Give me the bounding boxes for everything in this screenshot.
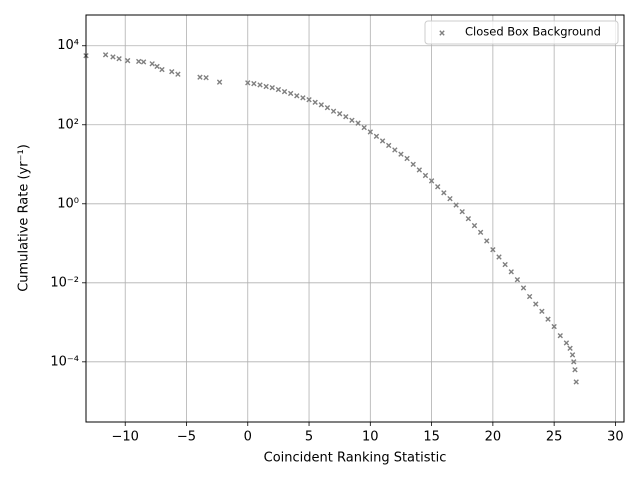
point — [169, 69, 175, 75]
point — [557, 332, 563, 339]
legend: Closed Box Background — [424, 20, 619, 45]
x-axis-label: Coincident Ranking Statistic — [264, 451, 447, 466]
point — [484, 238, 490, 244]
point — [435, 184, 441, 190]
y-tick-label: 10⁻⁴ — [50, 354, 79, 369]
point — [416, 167, 423, 173]
point — [520, 285, 527, 291]
point — [197, 74, 203, 80]
point — [136, 58, 142, 65]
point — [453, 202, 459, 208]
point — [306, 97, 312, 103]
y-tick-label: 10⁰ — [57, 196, 79, 211]
point — [465, 215, 472, 222]
point — [251, 80, 257, 87]
point — [373, 133, 380, 140]
point — [312, 99, 318, 106]
point — [471, 222, 478, 229]
point — [563, 340, 570, 346]
point — [551, 323, 557, 330]
point — [508, 269, 514, 275]
point — [175, 71, 181, 77]
point — [294, 93, 300, 99]
x-tick-label: 20 — [485, 430, 502, 445]
point — [398, 151, 404, 157]
point — [459, 209, 465, 215]
point — [533, 301, 539, 307]
x-tick-label: 5 — [305, 430, 313, 445]
plot-frame — [85, 14, 625, 423]
point — [514, 276, 521, 283]
point — [477, 229, 484, 235]
point — [110, 54, 116, 60]
point — [569, 352, 576, 358]
legend-label: Closed Box Background — [465, 25, 601, 39]
x-tick-label: −10 — [111, 430, 138, 445]
x-tick-label: 0 — [244, 430, 252, 445]
point — [336, 111, 343, 117]
point — [154, 63, 160, 70]
y-tick-label: 10⁻² — [50, 275, 79, 290]
y-tick-label: 10⁴ — [57, 38, 79, 53]
point — [367, 129, 374, 135]
x-tick-label: 10 — [362, 430, 379, 445]
x-tick-label: −5 — [177, 430, 196, 445]
point — [392, 147, 398, 153]
point — [318, 102, 324, 108]
point — [300, 95, 306, 101]
point — [216, 79, 223, 85]
point — [330, 108, 337, 114]
point — [149, 61, 155, 67]
legend-marker — [439, 30, 445, 36]
point — [404, 155, 410, 162]
point — [102, 52, 109, 58]
point — [567, 345, 573, 351]
point — [571, 359, 577, 365]
point — [441, 190, 447, 196]
point — [502, 261, 508, 268]
x-tick-label: 25 — [546, 430, 563, 445]
point — [539, 308, 545, 315]
point — [269, 84, 275, 91]
point — [355, 120, 361, 126]
point — [526, 293, 533, 300]
point — [159, 66, 165, 73]
point — [545, 316, 551, 322]
point — [379, 138, 386, 144]
x-tick-label: 30 — [607, 430, 624, 445]
point — [447, 195, 453, 202]
y-axis-label: Cumulative Rate (yr⁻¹) — [17, 144, 32, 292]
point — [349, 117, 355, 123]
point — [281, 88, 288, 95]
point — [361, 124, 367, 131]
point — [257, 82, 263, 88]
point — [245, 80, 251, 86]
point — [490, 246, 496, 253]
point — [386, 142, 392, 149]
point — [263, 83, 269, 90]
x-tick-label: 15 — [423, 430, 440, 445]
y-tick-label: 10² — [57, 117, 79, 132]
point — [116, 56, 122, 62]
point — [124, 57, 131, 64]
point — [203, 75, 209, 81]
legend-box — [424, 20, 619, 45]
point — [343, 114, 349, 120]
point — [496, 254, 502, 260]
point — [410, 161, 416, 167]
point — [140, 59, 147, 65]
point — [275, 86, 282, 93]
point — [324, 105, 331, 111]
point — [572, 367, 578, 373]
point — [428, 178, 435, 184]
point — [287, 90, 294, 97]
point — [422, 172, 429, 179]
point — [573, 379, 579, 385]
